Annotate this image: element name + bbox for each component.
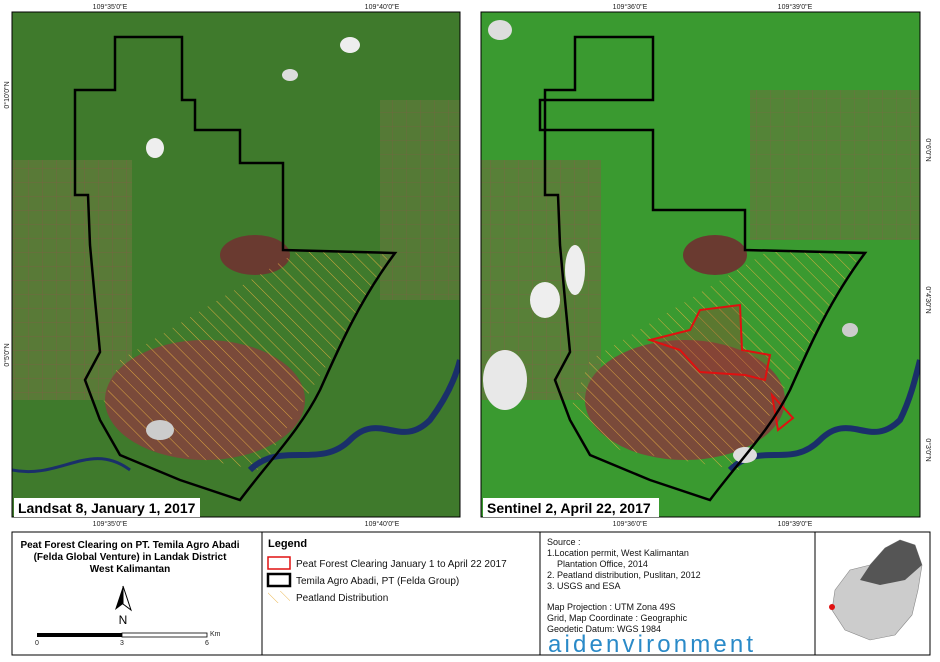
peatland xyxy=(570,250,860,470)
coord-label: 0°6'0"N xyxy=(924,138,932,161)
legend-label: Peat Forest Clearing January 1 to April … xyxy=(296,559,507,570)
peat-clearing xyxy=(683,235,747,275)
scale-bar xyxy=(121,632,208,638)
concession-boundary xyxy=(538,35,868,502)
north-arrow xyxy=(115,586,123,610)
coord-label: 0°5'0"N xyxy=(3,343,11,366)
cloud xyxy=(146,420,174,440)
river xyxy=(727,359,920,473)
legend-label: Peatland Distribution xyxy=(296,593,388,604)
clearing-polygon xyxy=(770,391,795,432)
coord-label: 109°40'0"E xyxy=(365,520,400,528)
cloud xyxy=(565,245,585,295)
source-line: 2. Peatland distribution, Puslitan, 2012 xyxy=(547,570,701,580)
source-line: 3. USGS and ESA xyxy=(547,581,621,591)
legend-title: Legend xyxy=(268,538,307,550)
north-arrow xyxy=(122,585,132,612)
cloud xyxy=(340,37,360,53)
map-caption: Landsat 8, January 1, 2017 xyxy=(18,500,196,516)
map-frame xyxy=(480,11,921,518)
title-line: (Felda Global Venture) in Landak Distric… xyxy=(34,552,227,563)
plantation xyxy=(750,90,920,240)
coord-label: 109°35'0"E xyxy=(93,3,128,11)
cloud xyxy=(488,20,512,40)
river xyxy=(12,457,131,474)
scale-label: 3 xyxy=(120,640,124,647)
coord-label: 0°3'0"N xyxy=(924,438,932,461)
peat-clearing xyxy=(220,235,290,275)
source-line: Geodetic Datum: WGS 1984 xyxy=(547,624,661,634)
caption-box xyxy=(14,498,200,517)
legend-swatch xyxy=(268,591,290,603)
plantation xyxy=(12,160,132,400)
coord-label: 0°10'0"N xyxy=(3,81,11,108)
scale-label: 0 xyxy=(35,640,39,647)
right-map xyxy=(481,12,920,517)
inset-region xyxy=(860,540,922,585)
coord-label: 109°35'0"E xyxy=(93,520,128,528)
river xyxy=(247,359,460,473)
cloud xyxy=(530,282,560,318)
left-map xyxy=(12,12,460,517)
legend-swatch xyxy=(267,556,291,570)
coord-label: 109°39'0"E xyxy=(778,3,813,11)
legend-swatch xyxy=(266,572,292,588)
coord-label: 109°36'0"E xyxy=(613,520,648,528)
clearing-polygon xyxy=(646,303,772,382)
source-line: Grid, Map Coordinate : Geographic xyxy=(547,613,688,623)
scale-bar xyxy=(37,633,122,637)
scale-label: 6 xyxy=(205,640,209,647)
coord-label: 109°39'0"E xyxy=(778,520,813,528)
legend-label: Temila Agro Abadi, PT (Felda Group) xyxy=(296,576,459,587)
map-caption: Sentinel 2, April 22, 2017 xyxy=(487,500,651,516)
cloud xyxy=(842,323,858,337)
title-line: West Kalimantan xyxy=(90,564,170,575)
map-frame xyxy=(11,11,461,518)
source-line: Map Projection : UTM Zona 49S xyxy=(547,602,676,612)
cloud xyxy=(483,350,527,410)
source-line: 1.Location permit, West Kalimantan xyxy=(547,548,689,558)
scale-unit: Km xyxy=(210,631,221,638)
coord-label: 109°40'0"E xyxy=(365,3,400,11)
inset-location xyxy=(829,604,835,610)
caption-box xyxy=(483,498,659,517)
logo: aidenvironment xyxy=(548,631,753,657)
source-line: Source : xyxy=(547,537,581,547)
plantation xyxy=(380,100,460,300)
source-line: Plantation Office, 2014 xyxy=(557,559,648,569)
title-line: Peat Forest Clearing on PT. Temila Agro … xyxy=(20,540,239,551)
concession-boundary xyxy=(73,35,398,502)
coord-label: 109°36'0"E xyxy=(613,3,648,11)
cloud xyxy=(146,138,164,158)
peatland xyxy=(100,250,390,470)
north-label: N xyxy=(119,613,128,627)
cloud xyxy=(282,69,298,81)
coord-label: 0°4'30"N xyxy=(924,286,932,313)
